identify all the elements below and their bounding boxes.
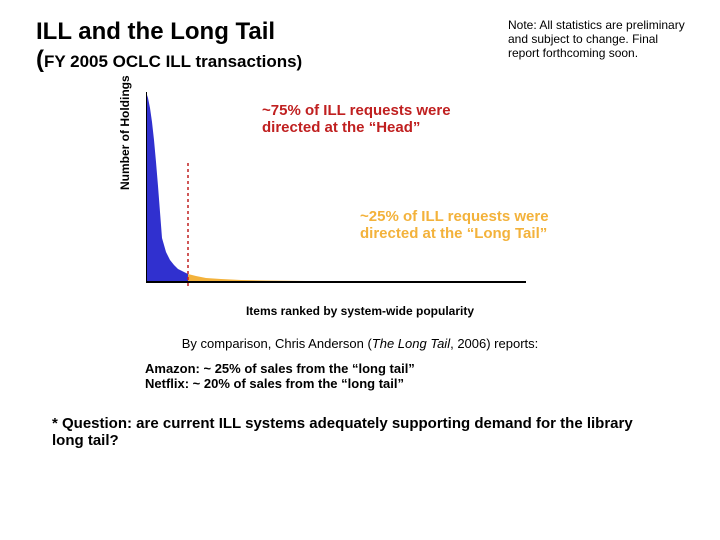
question-text: * Question: are current ILL systems adeq… — [52, 415, 668, 449]
long-tail-chart: Number of Holdings ~75% of ILL requests … — [0, 92, 720, 302]
page-title-line2: (FY 2005 OCLC ILL transactions) — [36, 46, 508, 74]
annotation-tail-line1: ~25% of ILL requests were — [360, 208, 549, 225]
annotation-head-line2: directed at the “Head” — [262, 119, 451, 136]
y-axis-label: Number of Holdings — [118, 75, 132, 190]
comparison-intro: By comparison, Chris Anderson (The Long … — [0, 336, 720, 351]
page-subtitle: FY 2005 OCLC ILL transactions) — [44, 52, 302, 71]
comparison-bullets: Amazon: ~ 25% of sales from the “long ta… — [145, 361, 575, 391]
title-block: ILL and the Long Tail (FY 2005 OCLC ILL … — [36, 18, 508, 74]
comparison-pre: By comparison, Chris Anderson ( — [182, 336, 372, 351]
bullet-netflix: Netflix: ~ 20% of sales from the “long t… — [145, 376, 575, 391]
page-title-line1: ILL and the Long Tail — [36, 18, 508, 46]
comparison-post: , 2006) reports: — [450, 336, 538, 351]
annotation-tail-line2: directed at the “Long Tail” — [360, 225, 549, 242]
annotation-head: ~75% of ILL requests were directed at th… — [262, 102, 451, 136]
annotation-head-line1: ~75% of ILL requests were — [262, 102, 451, 119]
note-text: Note: All statistics are preliminary and… — [508, 18, 688, 74]
paren-open: ( — [36, 46, 44, 73]
bullet-amazon: Amazon: ~ 25% of sales from the “long ta… — [145, 361, 575, 376]
annotation-tail: ~25% of ILL requests were directed at th… — [360, 208, 549, 242]
comparison-ital: The Long Tail — [372, 336, 450, 351]
x-axis-label: Items ranked by system-wide popularity — [0, 304, 720, 318]
